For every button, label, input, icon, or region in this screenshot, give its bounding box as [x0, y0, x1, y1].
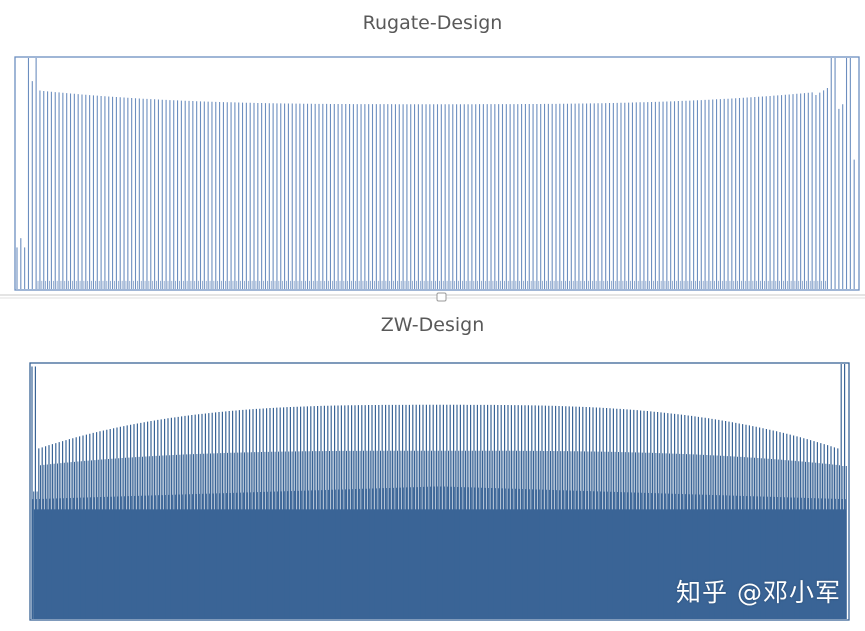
bottom-chart-bars [31, 364, 847, 619]
top-chart-bars [16, 58, 855, 289]
chart-title-bottom: ZW-Design [380, 314, 485, 336]
top-chart-frame [14, 56, 860, 291]
splitter-handle[interactable] [436, 292, 447, 302]
watermark-text: 知乎 @邓小军 [676, 578, 841, 607]
chart-title-top: Rugate-Design [362, 12, 503, 34]
bottom-chart-frame [29, 362, 850, 621]
